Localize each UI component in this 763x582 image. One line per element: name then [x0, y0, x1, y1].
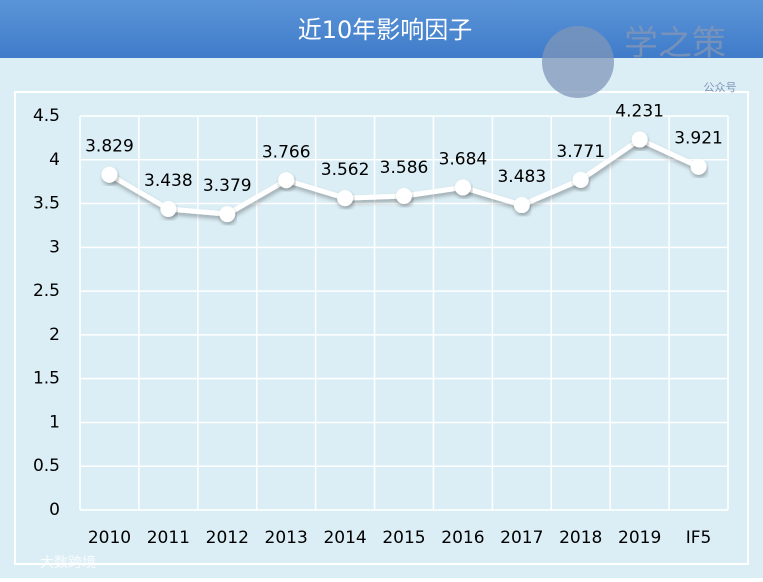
x-tick-label: IF5: [686, 528, 712, 548]
marker: [513, 197, 530, 214]
y-tick-label: 3: [49, 237, 60, 257]
x-tick-label: 2010: [88, 528, 131, 548]
y-tick-label: 4.5: [33, 106, 60, 126]
data-label: 3.921: [674, 129, 723, 149]
y-tick-label: 1.5: [33, 369, 60, 389]
marker: [219, 206, 236, 223]
x-tick-label: 2013: [265, 528, 308, 548]
data-label: 3.438: [144, 171, 193, 191]
data-label: 3.379: [203, 176, 252, 196]
y-tick-label: 0.5: [33, 456, 60, 476]
y-tick-label: 4: [49, 150, 60, 170]
y-tick-label: 2: [49, 325, 60, 345]
marker: [572, 171, 589, 188]
title-bar: [0, 0, 763, 58]
data-label: 3.766: [262, 142, 311, 162]
marker: [101, 166, 118, 183]
y-tick-label: 3.5: [33, 194, 60, 214]
plot-frame: [14, 91, 749, 565]
data-label: 3.562: [321, 160, 370, 180]
x-tick-label: 2014: [323, 528, 366, 548]
data-label: 3.684: [439, 149, 488, 169]
data-label: 4.231: [615, 102, 664, 122]
data-label: 3.586: [380, 158, 429, 178]
y-tick-label: 0: [49, 500, 60, 520]
marker: [337, 190, 354, 207]
watermark-sub: 公众号: [704, 81, 737, 94]
marker: [690, 158, 707, 175]
x-tick-label: 2019: [618, 528, 661, 548]
data-label: 3.483: [497, 167, 546, 187]
marker: [454, 179, 471, 196]
watermark-logo: [542, 26, 614, 98]
data-label: 3.829: [85, 137, 134, 157]
y-tick-label: 2.5: [33, 281, 60, 301]
marker: [278, 172, 295, 189]
watermark-text: 学之策: [624, 24, 726, 64]
marker: [631, 131, 648, 148]
x-tick-label: 2016: [441, 528, 484, 548]
marker: [396, 188, 412, 205]
x-tick-label: 2011: [147, 528, 190, 548]
x-tick-label: 2017: [500, 528, 543, 548]
y-tick-label: 1: [49, 412, 60, 432]
x-tick-label: 2015: [382, 528, 425, 548]
watermark-corner: 大数跨境: [40, 555, 96, 571]
x-tick-label: 2018: [559, 528, 602, 548]
chart-title: 近10年影响因子: [298, 16, 473, 44]
marker: [160, 200, 177, 217]
x-tick-label: 2012: [206, 528, 249, 548]
data-label: 3.771: [556, 142, 605, 162]
